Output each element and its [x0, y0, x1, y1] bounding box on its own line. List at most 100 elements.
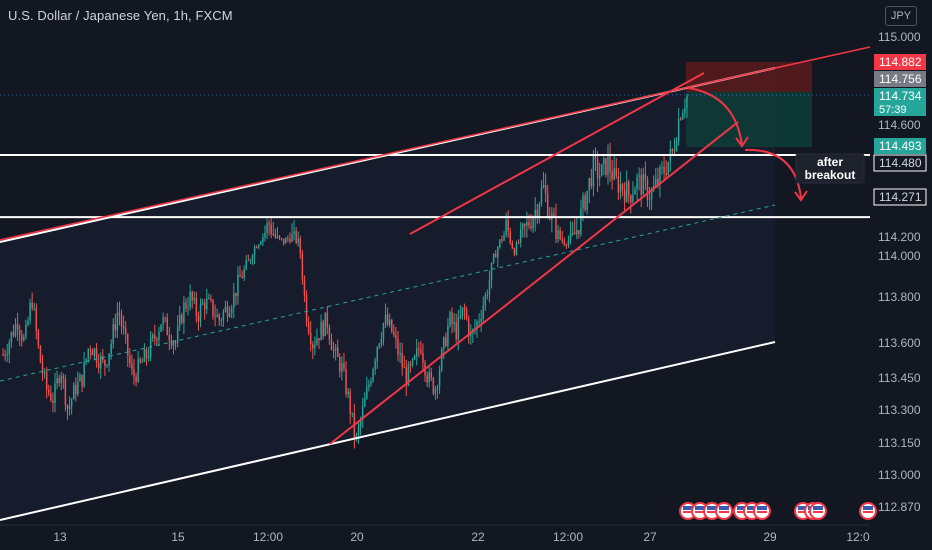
- candle-body: [386, 314, 389, 325]
- time-tick-label: 29: [763, 530, 777, 544]
- candle-body: [166, 317, 169, 336]
- candle-body: [405, 367, 408, 386]
- candle-body: [407, 364, 410, 386]
- candle-body: [314, 344, 316, 349]
- economic-event-icon[interactable]: [715, 502, 733, 520]
- candle-body: [368, 384, 370, 388]
- candle-body: [663, 166, 665, 173]
- candle-body: [280, 238, 283, 240]
- candle-body: [451, 312, 453, 325]
- candle-body: [183, 302, 185, 323]
- candle-body: [307, 322, 310, 333]
- channel-lower-line: [0, 341, 776, 521]
- candle-body: [181, 314, 183, 323]
- candle-body: [56, 378, 58, 384]
- candle-body: [43, 372, 46, 374]
- candle-body: [528, 221, 530, 227]
- flag-stripe: [798, 511, 808, 513]
- candle-body: [100, 356, 102, 369]
- candle-body: [23, 336, 25, 341]
- candle-body: [584, 195, 586, 210]
- economic-event-icon[interactable]: [859, 502, 877, 520]
- price-axis[interactable]: 115.000 114.600 114.200 114.000 113.800 113.6…: [870, 0, 932, 550]
- annotation-line-2: breakout: [805, 168, 856, 182]
- candle-body: [262, 237, 264, 243]
- candle-body: [623, 190, 626, 202]
- candle-body: [21, 334, 23, 341]
- candle-body: [638, 175, 640, 177]
- price-label-target1: 114.493: [879, 139, 922, 153]
- candle-body: [251, 255, 254, 260]
- flag-stripe: [695, 511, 705, 513]
- candle-body: [193, 297, 196, 301]
- flag-canton: [683, 506, 693, 510]
- candle-body: [303, 278, 306, 295]
- candle-body: [492, 253, 495, 263]
- candle-body: [438, 370, 441, 388]
- candle-body: [81, 374, 83, 387]
- candle-body: [509, 231, 512, 244]
- candle-body: [106, 364, 108, 366]
- candle-body: [187, 307, 189, 309]
- candle-body: [378, 343, 381, 348]
- candle-body: [465, 309, 468, 319]
- candle-body: [484, 294, 487, 306]
- candle-body: [521, 223, 524, 229]
- candle-body: [276, 236, 279, 238]
- candle-body: [118, 312, 121, 316]
- candle-body: [605, 158, 607, 176]
- price-tick-label: 114.000: [878, 249, 921, 263]
- candle-body: [399, 352, 401, 355]
- flag-stripe: [813, 511, 823, 513]
- price-label-countdown: 57:39: [879, 104, 907, 116]
- candle-body: [617, 175, 620, 193]
- candle-body: [482, 305, 484, 319]
- price-tick-label: 115.000: [878, 30, 921, 44]
- candle-body: [137, 358, 139, 382]
- candle-body: [503, 234, 505, 241]
- candle-body: [14, 323, 17, 336]
- candle-body: [526, 221, 528, 226]
- candle-body: [110, 343, 112, 354]
- wedge-upper-line: [409, 72, 705, 235]
- candle-body: [282, 238, 285, 244]
- price-label-bg-target1: [874, 138, 926, 154]
- candle-body: [64, 378, 67, 406]
- candle-body: [208, 298, 210, 300]
- candle-body: [655, 178, 657, 186]
- candle-body: [361, 406, 364, 420]
- time-tick-label: 20: [350, 530, 364, 544]
- projection-arrow-2: [744, 148, 802, 199]
- candle-body: [538, 204, 541, 217]
- candle-body: [156, 338, 158, 341]
- time-tick-label: 22: [471, 530, 485, 544]
- candle-body: [114, 324, 117, 331]
- currency-button[interactable]: JPY: [885, 6, 917, 26]
- candle-body: [330, 339, 333, 351]
- candle-body: [657, 178, 659, 185]
- candle-body: [517, 242, 520, 244]
- candle-body: [50, 393, 52, 401]
- candle-body: [141, 361, 144, 363]
- stop-zone: [686, 62, 812, 92]
- candle-body: [355, 434, 358, 438]
- economic-event-icon[interactable]: [753, 502, 771, 520]
- economic-event-icon[interactable]: [809, 502, 827, 520]
- candle-body: [52, 400, 54, 403]
- candle-body: [586, 190, 588, 210]
- candle-body: [235, 292, 237, 297]
- candle-body: [172, 342, 175, 346]
- candle-body: [563, 240, 566, 245]
- flag-stripe: [707, 511, 717, 513]
- candle-body: [536, 209, 539, 217]
- candle-body: [665, 172, 667, 175]
- candle-body: [615, 168, 618, 176]
- candle-body: [285, 238, 287, 244]
- candle-body: [293, 231, 295, 234]
- candle-body: [519, 228, 522, 243]
- price-tick-label: 114.600: [878, 118, 921, 132]
- candle-body: [507, 219, 509, 232]
- candle-body: [328, 327, 331, 340]
- time-axis[interactable]: 13 15 12:00 20 22 12:00 27 29 12:0: [0, 524, 870, 544]
- candle-body: [29, 302, 31, 321]
